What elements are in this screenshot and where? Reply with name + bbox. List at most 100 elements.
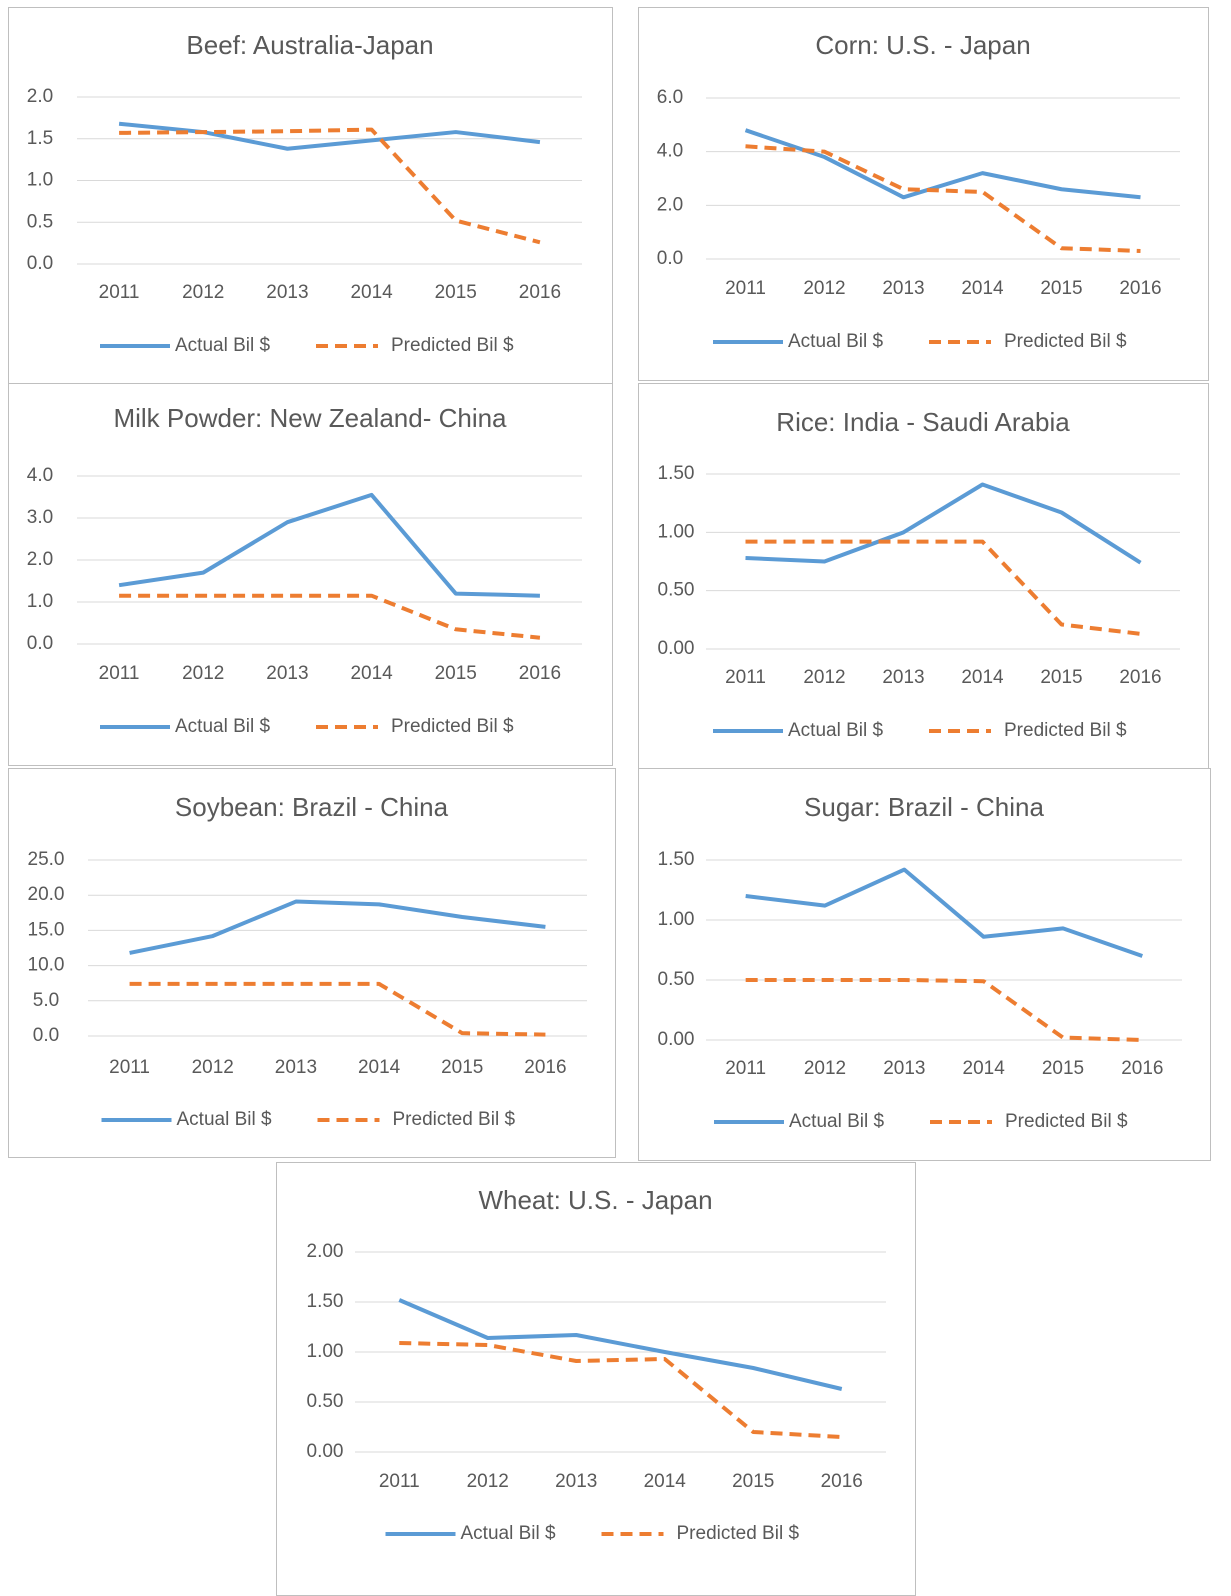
x-tick-label: 2012 bbox=[803, 278, 845, 299]
legend-label: Actual Bil $ bbox=[175, 716, 270, 737]
y-tick-label: 1.00 bbox=[658, 521, 695, 542]
y-tick-label: 5.0 bbox=[33, 990, 59, 1011]
y-tick-label: 1.5 bbox=[27, 128, 53, 149]
chart-title: Soybean: Brazil - China bbox=[175, 792, 449, 822]
x-tick-label: 2016 bbox=[1121, 1058, 1163, 1079]
series-line bbox=[118, 121, 541, 151]
x-tick-label: 2012 bbox=[182, 663, 224, 684]
y-tick-label: 0.5 bbox=[27, 211, 53, 232]
x-tick-label: 2012 bbox=[182, 282, 224, 303]
chart-panel bbox=[638, 7, 1209, 381]
x-tick-label: 2014 bbox=[644, 1471, 687, 1492]
series-line bbox=[745, 978, 1143, 1042]
x-tick-label: 2016 bbox=[821, 1471, 863, 1492]
x-tick-label: 2011 bbox=[725, 1058, 766, 1079]
series-line bbox=[119, 127, 541, 245]
legend-label: Actual Bil $ bbox=[788, 720, 883, 741]
y-tick-label: 1.0 bbox=[27, 591, 53, 612]
chart-title: Beef: Australia-Japan bbox=[186, 30, 433, 60]
chart-title: Milk Powder: New Zealand- China bbox=[113, 403, 507, 433]
series-line bbox=[118, 492, 540, 598]
y-tick-label: 0.0 bbox=[27, 253, 53, 274]
x-tick-label: 2012 bbox=[803, 667, 845, 688]
x-tick-label: 2015 bbox=[732, 1471, 774, 1492]
y-tick-label: 10.0 bbox=[28, 955, 65, 976]
chart-title: Sugar: Brazil - China bbox=[804, 792, 1044, 822]
y-tick-label: 1.50 bbox=[658, 849, 695, 870]
x-tick-label: 2011 bbox=[109, 1057, 150, 1078]
chart-panel bbox=[276, 1162, 916, 1596]
y-tick-label: 2.0 bbox=[27, 549, 53, 570]
chart-panel bbox=[8, 7, 613, 384]
y-tick-label: 0.50 bbox=[658, 580, 695, 601]
series-line bbox=[745, 867, 1143, 958]
legend-label: Predicted Bil $ bbox=[677, 1523, 800, 1544]
y-tick-label: 20.0 bbox=[28, 884, 65, 905]
legend-label: Predicted Bil $ bbox=[1005, 1111, 1128, 1132]
x-tick-label: 2015 bbox=[1040, 667, 1082, 688]
legend-label: Actual Bil $ bbox=[175, 335, 270, 356]
x-tick-label: 2014 bbox=[963, 1058, 1006, 1079]
y-tick-label: 4.0 bbox=[657, 141, 683, 162]
y-tick-label: 0.00 bbox=[307, 1441, 344, 1462]
y-tick-label: 0.50 bbox=[658, 969, 695, 990]
x-tick-label: 2011 bbox=[99, 663, 140, 684]
legend-label: Predicted Bil $ bbox=[391, 335, 514, 356]
y-tick-label: 15.0 bbox=[28, 919, 65, 940]
y-tick-label: 4.0 bbox=[27, 465, 53, 486]
x-tick-label: 2014 bbox=[350, 663, 393, 684]
chart-title: Corn: U.S. - Japan bbox=[815, 30, 1030, 60]
legend-label: Predicted Bil $ bbox=[1004, 720, 1127, 741]
legend-label: Predicted Bil $ bbox=[1004, 331, 1127, 352]
chart-panel bbox=[638, 768, 1211, 1161]
x-tick-label: 2015 bbox=[435, 663, 477, 684]
x-tick-label: 2012 bbox=[467, 1471, 509, 1492]
x-tick-label: 2011 bbox=[99, 282, 140, 303]
x-tick-label: 2013 bbox=[266, 663, 308, 684]
y-tick-label: 0.0 bbox=[33, 1025, 59, 1046]
y-tick-label: 2.00 bbox=[307, 1241, 344, 1262]
x-tick-label: 2013 bbox=[883, 1058, 925, 1079]
legend-label: Actual Bil $ bbox=[789, 1111, 884, 1132]
y-tick-label: 2.0 bbox=[657, 194, 683, 215]
x-tick-label: 2016 bbox=[519, 663, 561, 684]
x-tick-label: 2015 bbox=[1042, 1058, 1084, 1079]
series-line bbox=[398, 1298, 843, 1391]
x-tick-label: 2011 bbox=[725, 278, 766, 299]
x-tick-label: 2015 bbox=[1040, 278, 1082, 299]
x-tick-label: 2016 bbox=[524, 1057, 566, 1078]
series-line bbox=[399, 1341, 842, 1439]
x-tick-label: 2013 bbox=[882, 667, 924, 688]
x-tick-label: 2015 bbox=[435, 282, 477, 303]
y-tick-label: 3.0 bbox=[27, 507, 53, 528]
y-tick-label: 1.00 bbox=[307, 1341, 344, 1362]
series-line bbox=[119, 593, 541, 640]
x-tick-label: 2013 bbox=[882, 278, 924, 299]
legend-label: Actual Bil $ bbox=[788, 331, 883, 352]
x-tick-label: 2015 bbox=[441, 1057, 483, 1078]
series-line bbox=[745, 482, 1142, 565]
legend-label: Actual Bil $ bbox=[177, 1109, 272, 1130]
x-tick-label: 2013 bbox=[555, 1471, 597, 1492]
y-tick-label: 0.00 bbox=[658, 1029, 695, 1050]
x-tick-label: 2016 bbox=[1119, 278, 1161, 299]
y-tick-label: 0.0 bbox=[27, 633, 53, 654]
legend-label: Predicted Bil $ bbox=[393, 1109, 516, 1130]
chart-panel bbox=[638, 383, 1209, 769]
y-tick-label: 1.0 bbox=[27, 170, 53, 191]
series-line bbox=[129, 981, 546, 1037]
series-line bbox=[745, 144, 1141, 253]
y-tick-label: 1.00 bbox=[658, 909, 695, 930]
x-tick-label: 2014 bbox=[961, 667, 1004, 688]
legend-label: Predicted Bil $ bbox=[391, 716, 514, 737]
x-tick-label: 2016 bbox=[1119, 667, 1161, 688]
y-tick-label: 25.0 bbox=[28, 849, 65, 870]
chart-title: Wheat: U.S. - Japan bbox=[478, 1185, 712, 1215]
series-line bbox=[129, 899, 546, 955]
chart-title: Rice: India - Saudi Arabia bbox=[776, 407, 1070, 437]
series-line bbox=[745, 539, 1141, 636]
series-line bbox=[744, 128, 1141, 200]
legend-label: Actual Bil $ bbox=[461, 1523, 556, 1544]
